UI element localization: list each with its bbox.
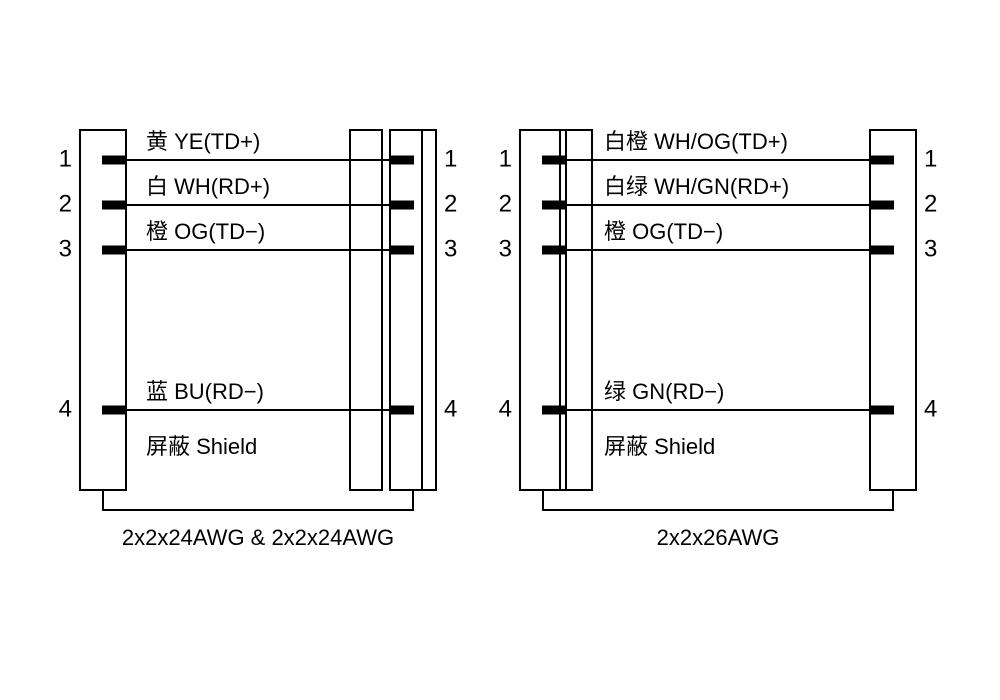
wire-label: 黄 YE(TD+)	[146, 129, 260, 154]
pin-block	[102, 246, 126, 255]
pin-number-left: 3	[59, 235, 72, 262]
pin-number-left: 4	[59, 395, 72, 422]
pin-number-right: 2	[924, 190, 937, 217]
pin-number-right: 3	[924, 235, 937, 262]
pin-block	[870, 201, 894, 210]
right-connector	[870, 130, 916, 490]
pin-block	[542, 406, 566, 415]
pin-block	[870, 406, 894, 415]
wire-label: 橙 OG(TD−)	[604, 219, 723, 244]
diagram-caption: 2x2x24AWG & 2x2x24AWG	[122, 525, 394, 550]
pin-block	[390, 406, 414, 415]
left-connector	[80, 130, 126, 490]
pin-number-right: 1	[444, 145, 457, 172]
diagram-right: 1 1 白橙 WH/OG(TD+) 2 2 白绿 WH/GN(RD+) 3 3 橙 OG(TD−…	[499, 129, 938, 550]
cable-b	[390, 130, 422, 490]
wire-label: 白橙 WH/OG(TD+)	[604, 129, 788, 154]
pin-block	[542, 156, 566, 165]
shield-label: 屏蔽 Shield	[146, 434, 257, 459]
shield-bracket	[103, 490, 413, 510]
pin-block	[102, 156, 126, 165]
pin-number-left: 3	[499, 235, 512, 262]
pin-block	[102, 201, 126, 210]
shield-bracket	[543, 490, 893, 510]
pin-block	[542, 246, 566, 255]
pin-block	[390, 201, 414, 210]
pin-number-right: 1	[924, 145, 937, 172]
diagram-left: 1 1 黄 YE(TD+) 2 2 白 WH(RD+) 3 3 橙 OG(TD−) 4 4 蓝 BU(…	[59, 129, 458, 550]
wire-label: 白 WH(RD+)	[146, 174, 270, 199]
pin-number-left: 2	[59, 190, 72, 217]
wire-label: 白绿 WH/GN(RD+)	[604, 174, 789, 199]
pin-number-left: 1	[499, 145, 512, 172]
pin-number-left: 4	[499, 395, 512, 422]
wire-label: 绿 GN(RD−)	[604, 379, 724, 404]
wire-label: 橙 OG(TD−)	[146, 219, 265, 244]
pin-number-right: 4	[444, 395, 457, 422]
cable-a	[350, 130, 382, 490]
wire-label: 蓝 BU(RD−)	[146, 379, 264, 404]
pin-number-right: 4	[924, 395, 937, 422]
pin-block	[390, 246, 414, 255]
pin-block	[102, 406, 126, 415]
pin-number-right: 2	[444, 190, 457, 217]
pin-number-left: 2	[499, 190, 512, 217]
pin-block	[870, 156, 894, 165]
pin-block	[542, 201, 566, 210]
shield-label: 屏蔽 Shield	[604, 434, 715, 459]
right-connector	[390, 130, 436, 490]
pin-block	[870, 246, 894, 255]
wiring-diagram-canvas: 1 1 黄 YE(TD+) 2 2 白 WH(RD+) 3 3 橙 OG(TD−) 4 4 蓝 BU(…	[0, 0, 1000, 700]
pin-number-right: 3	[444, 235, 457, 262]
pin-number-left: 1	[59, 145, 72, 172]
pin-block	[390, 156, 414, 165]
cable-a	[560, 130, 592, 490]
diagram-caption: 2x2x26AWG	[657, 525, 780, 550]
